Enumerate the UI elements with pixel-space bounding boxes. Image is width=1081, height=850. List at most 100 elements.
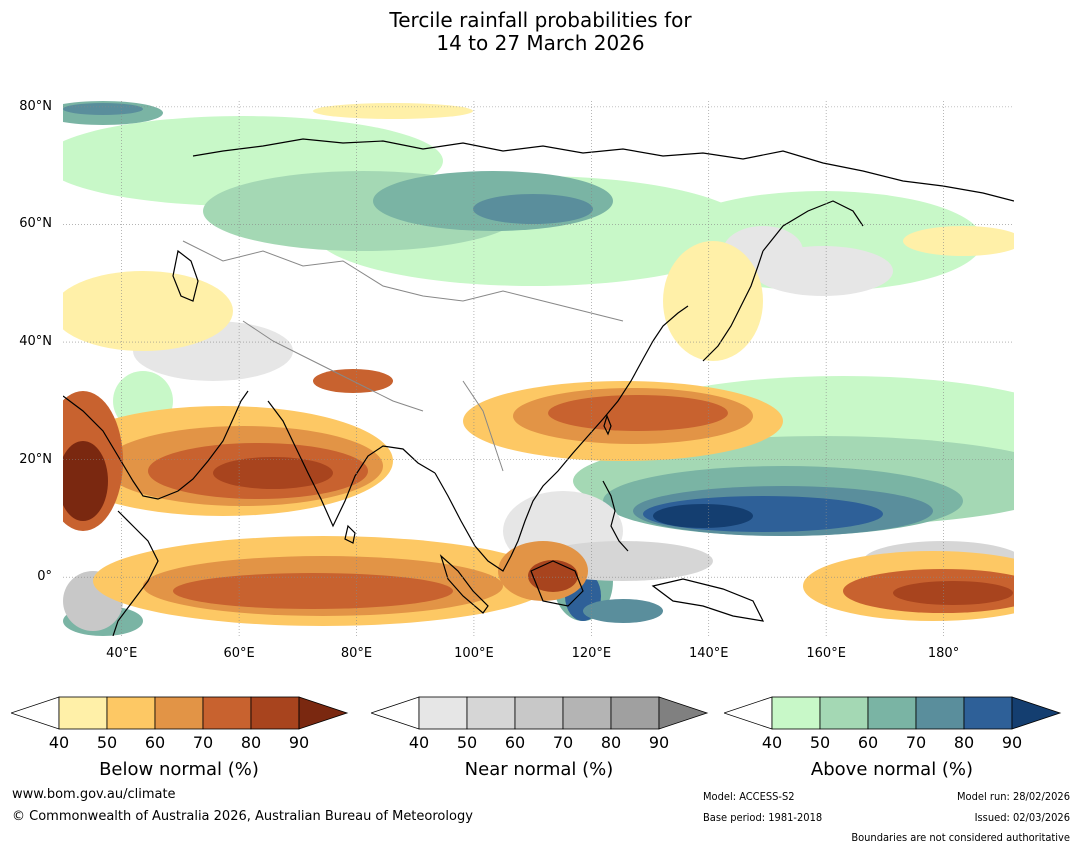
below-normal-region [528, 560, 578, 592]
colorbar-segment [867, 696, 917, 730]
above-normal-region [653, 504, 753, 528]
colorbar-segment [58, 696, 108, 730]
new-guinea [651, 578, 765, 622]
arctic-coast [192, 138, 1014, 202]
colorbar [11, 696, 349, 730]
kamchatka [762, 200, 864, 252]
colorbar-tick-label: 80 [600, 733, 622, 752]
below-normal-region [173, 573, 453, 609]
latitude-label: 60°N [19, 216, 52, 232]
longitude-label: 120°E [571, 646, 612, 661]
india-coast [267, 400, 436, 528]
arabia-coast [63, 390, 249, 500]
colorbar-low-extension [371, 696, 420, 730]
colorbar [724, 696, 1062, 730]
colorbar-tick-label: 60 [504, 733, 526, 752]
base-period-text: Base period: 1981-2018 [703, 811, 823, 824]
longitude-label: 80°E [340, 646, 373, 661]
colorbar-segment [202, 696, 252, 730]
below-normal-region [213, 457, 333, 489]
colorbar-tick-label: 80 [953, 733, 975, 752]
website-link[interactable]: www.bom.gov.au/climate [12, 787, 176, 802]
caspian-sea [172, 249, 199, 302]
longitude-label: 60°E [223, 646, 255, 661]
taiwan [603, 414, 612, 436]
colorbar-tick-label: 60 [857, 733, 879, 752]
colorbar-tick-label: 80 [240, 733, 262, 752]
colorbar-low-extension [11, 696, 60, 730]
above-normal-region [473, 194, 593, 224]
korea-coast [652, 305, 689, 342]
issued-text: Issued: 02/03/2026 [974, 811, 1070, 824]
colorbar-tick-label: 70 [552, 733, 574, 752]
below-normal-region [313, 103, 473, 119]
colorbar-low-extension [724, 696, 773, 730]
below-normal-region [903, 226, 1014, 256]
colorbar-segment [610, 696, 660, 730]
colorbar-segment [154, 696, 204, 730]
border-line [182, 240, 624, 322]
colorbar-segment [106, 696, 156, 730]
borneo [530, 560, 584, 607]
colorbar-tick-label: 40 [761, 733, 783, 752]
longitude-label: 180° [927, 646, 960, 661]
colorbar-title: Below normal (%) [99, 759, 259, 780]
colorbar-segment [915, 696, 965, 730]
colorbar-tick-label: 50 [456, 733, 478, 752]
colorbar-tick-label: 40 [408, 733, 430, 752]
colorbar-tick-label: 90 [648, 733, 670, 752]
colorbar-high-extension [1011, 696, 1062, 730]
colorbar [371, 696, 709, 730]
longitude-label: 140°E [688, 646, 729, 661]
colorbar-tick-label: 50 [809, 733, 831, 752]
colorbar-tick-label: 50 [96, 733, 118, 752]
se-asia-coast [434, 340, 654, 572]
philippines [602, 480, 629, 552]
africa-coast [112, 510, 159, 636]
colorbar-tick-label: 90 [288, 733, 310, 752]
colorbar-segment [418, 696, 468, 730]
latitude-label: 40°N [19, 334, 52, 350]
colorbar-segment [819, 696, 869, 730]
longitude-label: 160°E [806, 646, 846, 661]
border-line [242, 320, 424, 412]
below-normal-region [893, 581, 1013, 605]
country-borders [182, 240, 624, 472]
graticule [63, 101, 1014, 636]
sumatra [439, 554, 489, 614]
colorbar-high-extension [298, 696, 349, 730]
latitude-label: 20°N [19, 451, 52, 467]
colorbar-title: Above normal (%) [810, 759, 974, 780]
model-run-text: Model run: 28/02/2026 [957, 790, 1070, 803]
colorbar-tick-label: 70 [905, 733, 927, 752]
map-canvas [63, 101, 1014, 636]
boundaries-note: Boundaries are not considered authoritat… [851, 831, 1070, 844]
colorbar-tick-label: 60 [144, 733, 166, 752]
below-normal-region [63, 441, 108, 521]
colorbar-segment [466, 696, 516, 730]
colorbar-segment [562, 696, 612, 730]
latitude-label: 0° [37, 569, 52, 585]
latitude-label: 80°N [19, 98, 52, 114]
colorbar-tick-label: 70 [192, 733, 214, 752]
longitude-label: 100°E [454, 646, 494, 661]
colorbar-tick-label: 90 [1001, 733, 1023, 752]
rainfall-map [63, 101, 1014, 636]
above-normal-region [583, 599, 663, 623]
colorbar-high-extension [658, 696, 709, 730]
colorbar-tick-label: 40 [48, 733, 70, 752]
colorbar-segment [963, 696, 1013, 730]
border-line [462, 380, 504, 472]
colorbar-title: Near normal (%) [464, 759, 614, 780]
sri-lanka [344, 524, 356, 544]
coastlines [63, 138, 1014, 636]
copyright-text: © Commonwealth of Australia 2026, Austra… [12, 809, 473, 824]
chart-title: Tercile rainfall probabilities for 14 to… [0, 9, 1081, 55]
japan [702, 250, 764, 362]
colorbar-segment [514, 696, 564, 730]
probability-regions [63, 101, 1014, 636]
title-line-2: 14 to 27 March 2026 [436, 31, 645, 55]
above-normal-region [63, 103, 143, 115]
below-normal-region [663, 241, 763, 361]
title-line-1: Tercile rainfall probabilities for [389, 8, 692, 32]
